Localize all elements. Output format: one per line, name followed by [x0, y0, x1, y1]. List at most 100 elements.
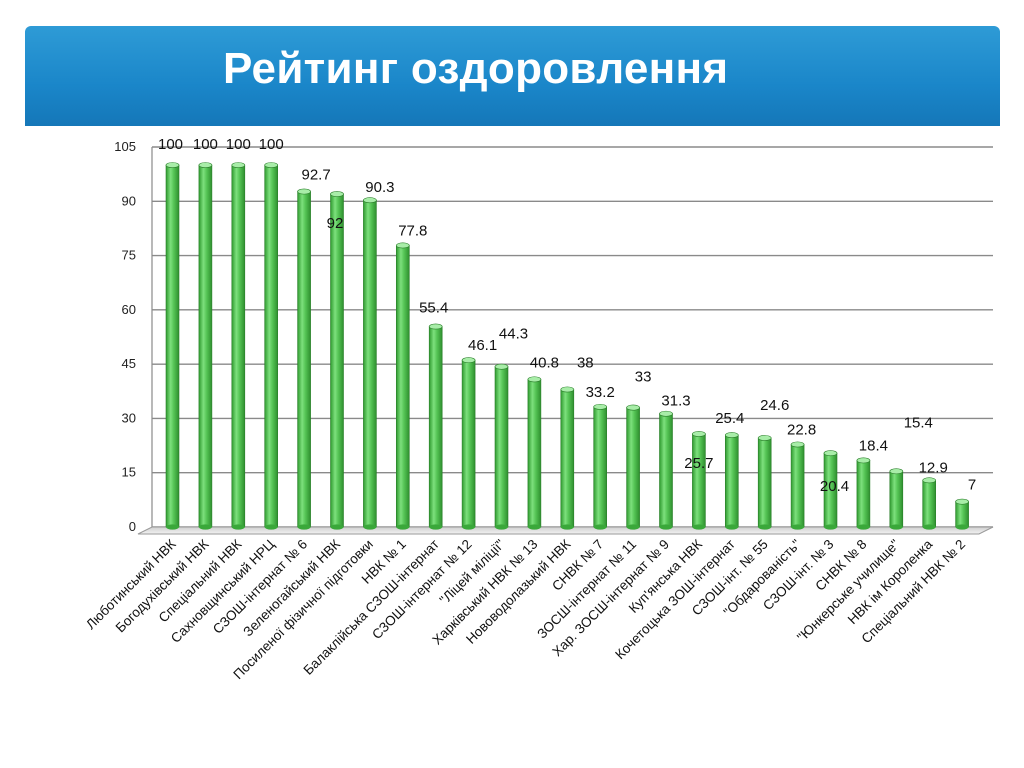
chart-bars — [165, 162, 969, 530]
data-labels: 100 100 100 100 92.7 92 90.3 77.8 55.4 46.144.340… — [158, 136, 976, 495]
bar — [461, 359, 476, 528]
bar-top — [955, 498, 969, 505]
bar-bottom — [593, 524, 607, 530]
bar — [889, 470, 904, 528]
bar-top — [264, 162, 279, 168]
bar-top — [790, 441, 805, 448]
bar-top — [659, 410, 673, 417]
page-title: Рейтинг оздоровлення — [223, 44, 729, 93]
bar — [757, 437, 772, 528]
bar — [395, 245, 410, 528]
bar — [165, 164, 180, 528]
bar — [330, 193, 344, 528]
data-label: 55.4 — [419, 300, 448, 317]
bar-bottom — [659, 524, 673, 530]
bar — [724, 434, 739, 528]
bar-bottom — [692, 524, 706, 530]
bar — [231, 164, 246, 528]
bar — [428, 326, 443, 528]
data-label: 92 — [327, 215, 344, 232]
bar-bottom — [791, 524, 805, 530]
bar-top — [922, 477, 937, 484]
bar-top — [724, 432, 739, 438]
data-label: 77.8 — [398, 222, 427, 239]
bar-bottom — [264, 524, 278, 530]
bar — [198, 164, 213, 528]
bar-bottom — [758, 524, 772, 530]
data-label: 100 — [259, 136, 284, 153]
bar-top — [461, 357, 476, 364]
bar-bottom — [955, 524, 969, 530]
bar-top — [330, 191, 344, 197]
data-label: 90.3 — [365, 179, 394, 196]
bar — [297, 191, 311, 528]
title-banner — [25, 26, 1000, 126]
bar-bottom — [363, 524, 377, 530]
bar-top — [757, 435, 772, 441]
bar-top — [593, 403, 608, 410]
y-tick-label: 15 — [122, 465, 136, 480]
bar — [527, 379, 542, 528]
bar-top — [626, 404, 640, 411]
bar-bottom — [922, 524, 936, 530]
bar — [363, 199, 377, 528]
bar-top — [428, 323, 443, 330]
bar — [955, 501, 969, 528]
data-label: 38 — [577, 354, 594, 371]
data-label: 24.6 — [760, 397, 789, 414]
bar-top — [560, 386, 575, 393]
data-label: 40.8 — [530, 354, 559, 371]
bar — [659, 413, 673, 528]
bar-bottom — [495, 524, 508, 530]
bar — [264, 164, 279, 528]
data-label: 92.7 — [301, 167, 330, 184]
data-label: 25.4 — [715, 410, 744, 427]
bar-top — [856, 457, 871, 464]
bar — [692, 433, 706, 528]
data-label: 12.9 — [919, 459, 948, 476]
bar-top — [198, 162, 213, 168]
bar — [560, 389, 575, 528]
bar — [790, 444, 805, 528]
bar-bottom — [330, 524, 344, 530]
y-tick-label: 45 — [122, 356, 136, 371]
bar-bottom — [198, 524, 212, 530]
data-label: 25.7 — [684, 455, 713, 472]
bar-top — [692, 431, 706, 437]
bar-top — [494, 363, 509, 370]
data-label: 100 — [158, 136, 183, 153]
bar-top — [297, 188, 311, 195]
bar-top — [823, 450, 838, 457]
bar-top — [395, 242, 410, 249]
data-label: 46.1 — [468, 337, 497, 354]
y-tick-label: 60 — [122, 302, 136, 317]
bar-bottom — [396, 524, 410, 530]
data-label: 33.2 — [586, 384, 615, 401]
data-label: 7 — [968, 477, 976, 494]
bar — [593, 406, 608, 528]
data-label: 31.3 — [661, 393, 690, 410]
bar-bottom — [231, 524, 245, 530]
data-label: 22.8 — [787, 421, 816, 438]
bar-top — [889, 468, 904, 475]
bar-bottom — [626, 524, 640, 530]
bar-bottom — [725, 524, 739, 530]
bar-bottom — [429, 524, 443, 530]
y-axis-ticks: 0 15 30 45 60 75 90 105 — [114, 139, 136, 534]
bar-bottom — [856, 524, 870, 530]
bar-top — [165, 162, 180, 168]
data-label: 44.3 — [499, 326, 528, 343]
data-label: 18.4 — [859, 437, 888, 454]
data-label: 100 — [193, 136, 218, 153]
bar-top — [363, 197, 377, 204]
y-tick-label: 90 — [122, 193, 136, 208]
chart-floor — [137, 526, 994, 535]
bar-bottom — [889, 524, 903, 530]
data-label: 15.4 — [904, 414, 933, 431]
bar-bottom — [166, 524, 179, 530]
data-label: 100 — [226, 136, 251, 153]
bar-bottom — [560, 524, 574, 530]
data-label: 20.4 — [820, 478, 849, 495]
